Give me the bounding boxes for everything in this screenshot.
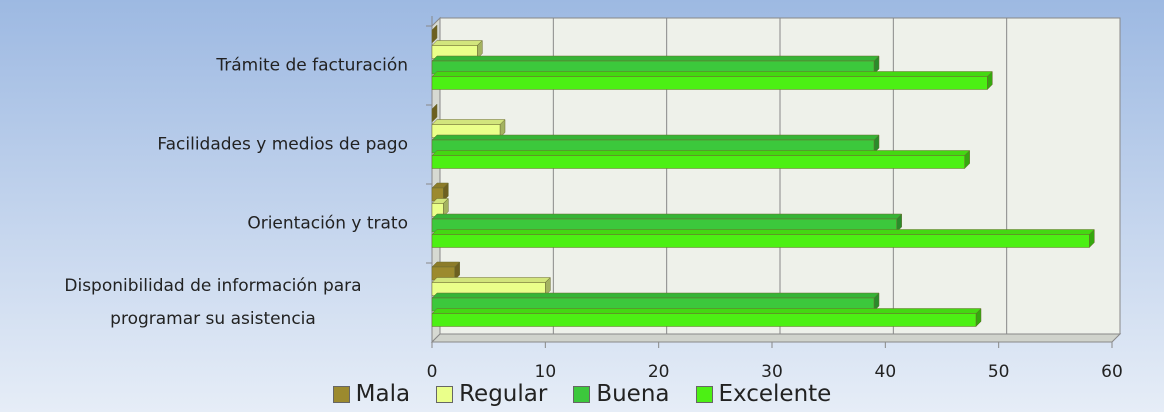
legend-swatch xyxy=(332,385,350,403)
bar-front xyxy=(431,234,1090,248)
bar xyxy=(431,70,993,91)
legend-item: Excelente xyxy=(695,380,832,408)
x-tick-label: 60 xyxy=(1101,362,1123,382)
category-label: Trámite de facturación xyxy=(216,55,408,75)
bar-top xyxy=(431,55,880,62)
legend-label: Excelente xyxy=(718,381,832,407)
bar xyxy=(431,24,438,44)
legend-item: Regular xyxy=(436,380,547,408)
bar xyxy=(431,197,449,218)
legend-swatch xyxy=(573,385,591,403)
x-tick-label: 0 xyxy=(427,362,438,382)
bar-top xyxy=(431,150,971,156)
x-tick-label: 10 xyxy=(535,362,557,382)
legend-item: Buena xyxy=(573,380,670,408)
bar xyxy=(431,213,903,233)
bar-side xyxy=(431,24,438,44)
legend-swatch xyxy=(436,385,454,403)
bar-top xyxy=(431,213,903,220)
bar-top xyxy=(431,308,982,314)
legend: Mala Regular Buena Excelente xyxy=(0,380,1164,408)
category-label: Facilidades y medios de pago xyxy=(157,134,408,154)
bar-top xyxy=(431,134,880,141)
bar xyxy=(431,103,438,123)
bar-top xyxy=(431,119,506,125)
bar-top xyxy=(431,71,993,77)
bar xyxy=(431,307,982,328)
category-label: Disponibilidad de información para progr… xyxy=(64,275,362,329)
category-label-box: Orientación y trato xyxy=(18,207,408,240)
bar-side xyxy=(431,103,438,123)
category-label-box: Disponibilidad de información para progr… xyxy=(18,270,408,336)
bar xyxy=(431,228,1095,249)
floor xyxy=(430,333,1122,343)
bar-front xyxy=(431,313,977,327)
legend-swatch xyxy=(695,385,713,403)
bar-top xyxy=(431,229,1095,235)
x-tick-label: 50 xyxy=(988,362,1010,382)
bar xyxy=(431,276,551,297)
bar xyxy=(431,292,880,312)
legend-label: Regular xyxy=(459,381,548,407)
x-tick-label: 20 xyxy=(648,362,670,382)
x-tick-label: 40 xyxy=(875,362,897,382)
legend-label: Buena xyxy=(596,381,670,407)
bar xyxy=(431,149,971,170)
bar xyxy=(431,39,483,60)
bar-top xyxy=(431,292,880,299)
bar-top xyxy=(431,277,551,283)
category-label: Orientación y trato xyxy=(247,213,408,233)
bar-top xyxy=(431,40,483,46)
legend-item: Mala xyxy=(332,380,411,408)
legend-label: Mala xyxy=(355,381,411,407)
bar-front xyxy=(431,155,965,169)
bar xyxy=(431,55,880,75)
category-label-box: Facilidades y medios de pago xyxy=(18,128,408,161)
category-label-box: Trámite de facturación xyxy=(18,49,408,82)
bar xyxy=(431,118,506,139)
x-tick-label: 30 xyxy=(761,362,783,382)
bar xyxy=(431,261,461,281)
bar-front xyxy=(431,76,988,90)
